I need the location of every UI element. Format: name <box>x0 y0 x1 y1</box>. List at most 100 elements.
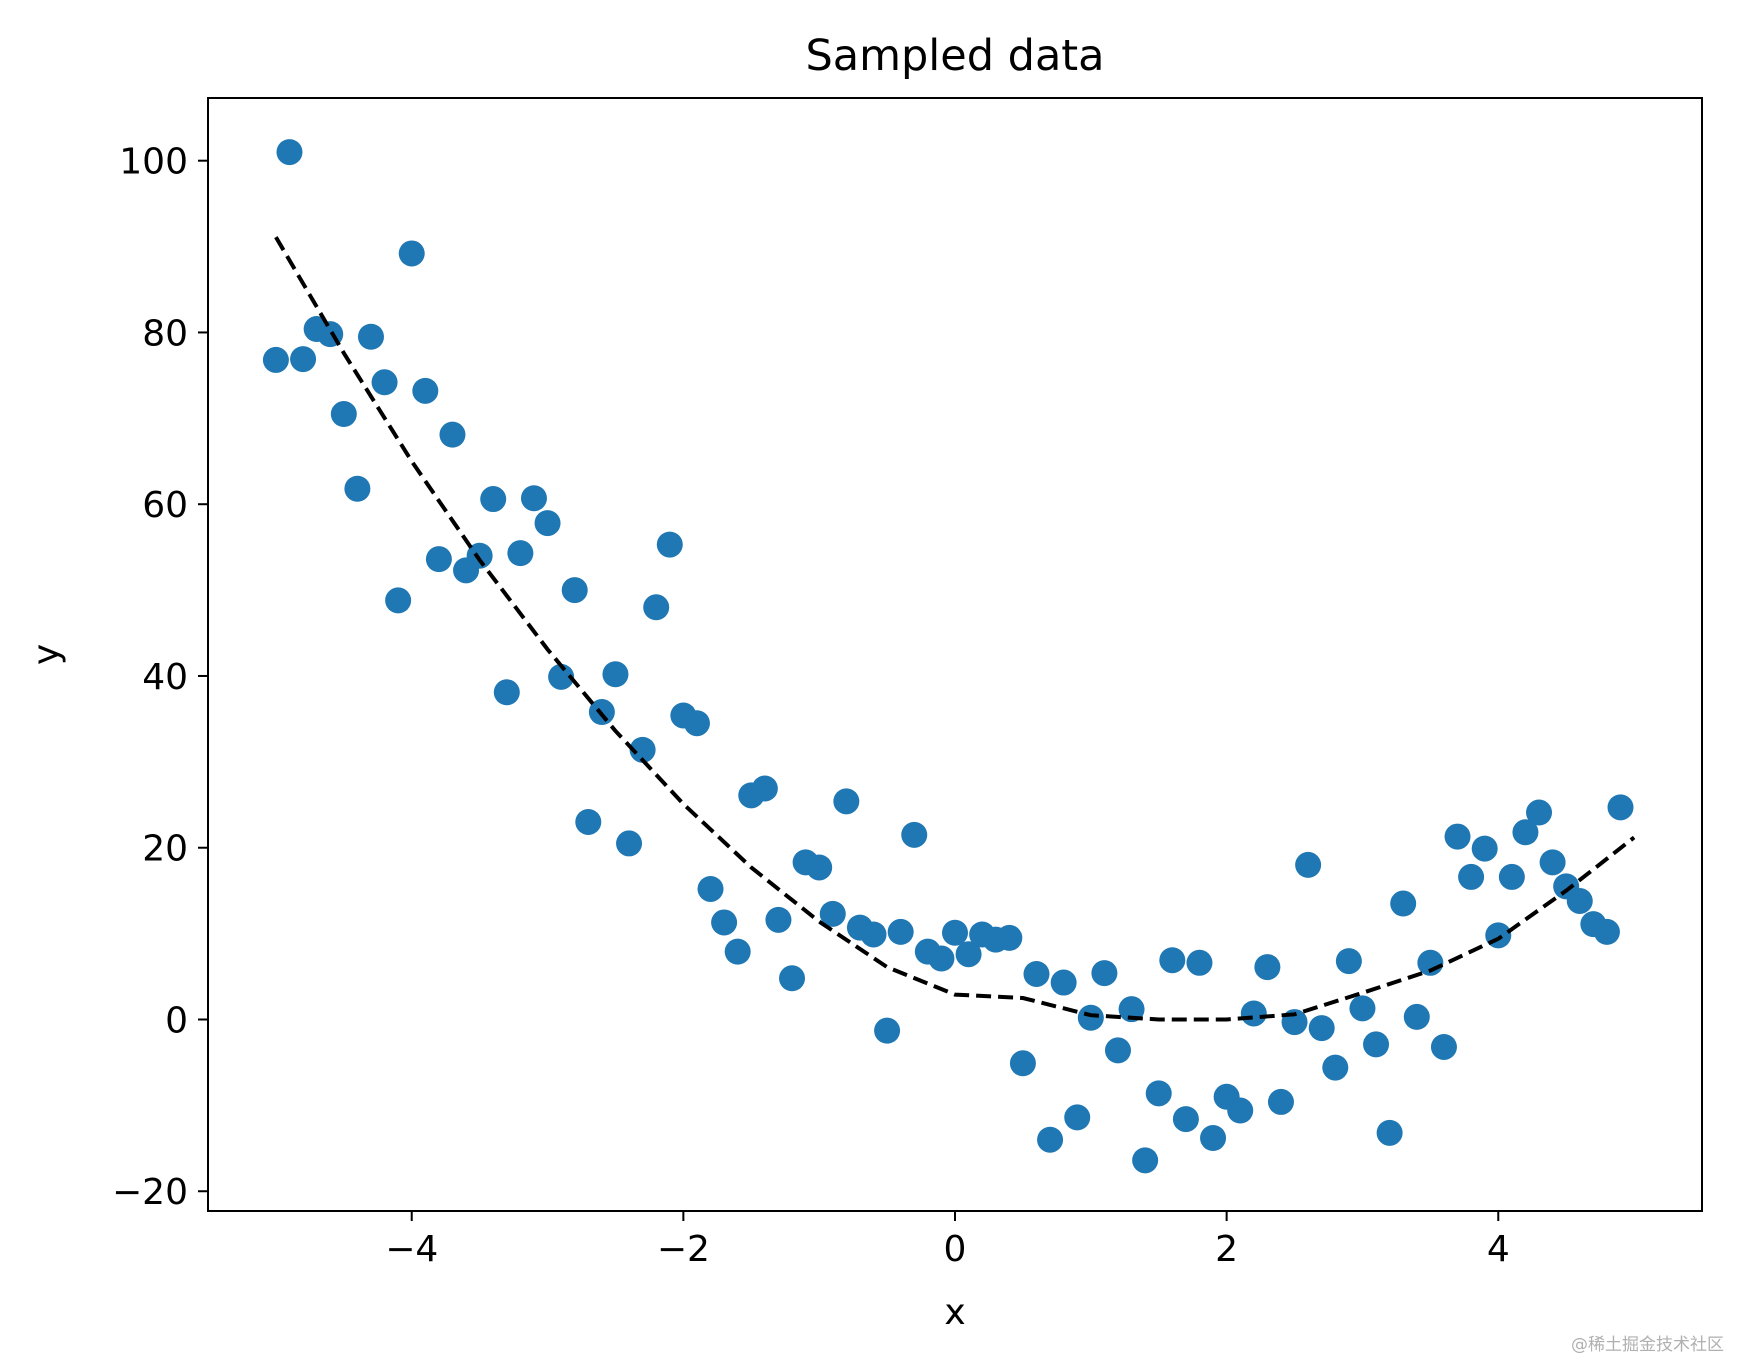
y-axis: −20 0 20 40 60 80 100 <box>112 142 208 1213</box>
data-point <box>1132 1147 1159 1174</box>
data-point <box>1172 1106 1199 1133</box>
y-tick-label: 40 <box>142 657 188 698</box>
y-tick-label: 0 <box>165 1000 188 1041</box>
data-point <box>1390 890 1417 917</box>
data-point <box>1566 887 1593 914</box>
data-point <box>1403 1003 1430 1030</box>
chart-title: Sampled data <box>805 31 1104 81</box>
x-tick-label: 4 <box>1487 1229 1510 1270</box>
data-point <box>1254 954 1281 981</box>
data-point <box>1593 918 1620 945</box>
data-point <box>1376 1119 1403 1146</box>
data-point <box>683 710 710 737</box>
data-point <box>548 663 575 690</box>
data-point <box>575 808 602 835</box>
data-point <box>1091 960 1118 987</box>
data-point <box>1077 1004 1104 1031</box>
data-point <box>507 540 534 567</box>
data-point <box>1498 863 1525 890</box>
data-point <box>1526 799 1553 826</box>
data-point <box>1186 949 1213 976</box>
data-point <box>833 788 860 815</box>
y-tick-label: 60 <box>142 485 188 526</box>
y-axis-title: y <box>26 644 67 665</box>
data-point <box>1308 1015 1335 1042</box>
x-tick-label: 2 <box>1215 1229 1238 1270</box>
data-point <box>1145 1080 1172 1107</box>
data-point <box>819 900 846 927</box>
data-point <box>276 139 303 166</box>
y-tick-label: 100 <box>119 142 188 183</box>
data-point <box>290 346 317 373</box>
data-point <box>1159 947 1186 974</box>
data-point <box>330 401 357 428</box>
data-point <box>1064 1104 1091 1131</box>
x-tick-label: 0 <box>944 1229 967 1270</box>
data-point <box>1227 1097 1254 1124</box>
data-point <box>1037 1126 1064 1153</box>
data-point <box>534 510 561 537</box>
y-tick-label: 20 <box>142 829 188 870</box>
fit-curve-line <box>274 236 1636 1022</box>
data-point <box>751 775 778 802</box>
data-point <box>1430 1033 1457 1060</box>
data-point <box>439 421 466 448</box>
data-point <box>765 906 792 933</box>
data-point <box>262 346 289 373</box>
data-point <box>493 679 520 706</box>
data-point <box>996 924 1023 951</box>
data-point <box>385 587 412 614</box>
data-point <box>412 377 439 404</box>
data-point <box>1118 996 1145 1023</box>
x-axis: −4 −2 0 2 4 <box>385 1211 1510 1270</box>
data-point <box>616 830 643 857</box>
x-axis-title: x <box>944 1292 965 1333</box>
data-point <box>1607 794 1634 821</box>
data-point <box>697 875 724 902</box>
data-point <box>1240 1000 1267 1027</box>
data-point <box>887 918 914 945</box>
data-point <box>779 965 806 992</box>
data-point <box>874 1017 901 1044</box>
data-point <box>480 486 507 513</box>
data-point <box>942 919 968 946</box>
fit-line-group <box>274 236 1636 1022</box>
data-point <box>344 475 371 502</box>
data-point <box>398 240 425 267</box>
data-point <box>1023 960 1050 987</box>
data-point <box>1267 1088 1294 1115</box>
data-point <box>928 945 955 972</box>
data-point <box>1335 948 1362 975</box>
data-point <box>955 941 982 968</box>
data-point <box>1050 969 1077 996</box>
data-point <box>466 542 493 569</box>
plot-marks <box>262 139 1634 1174</box>
data-point <box>1295 851 1322 878</box>
x-tick-label: −2 <box>657 1229 710 1270</box>
data-point <box>629 736 656 763</box>
y-tick-label: 80 <box>142 313 188 354</box>
data-point <box>357 323 384 350</box>
data-point <box>724 938 751 965</box>
data-point <box>711 909 738 936</box>
data-point <box>520 485 547 512</box>
y-tick-label: −20 <box>112 1172 188 1213</box>
data-point <box>860 921 887 948</box>
data-point <box>425 546 452 573</box>
data-point <box>371 369 398 396</box>
data-point <box>1471 835 1498 862</box>
data-point <box>561 577 588 604</box>
data-point <box>1349 995 1376 1022</box>
x-tick-label: −4 <box>385 1229 438 1270</box>
data-point <box>1009 1050 1036 1077</box>
data-point <box>1539 849 1566 876</box>
data-point <box>1512 819 1539 846</box>
data-point <box>1104 1037 1131 1064</box>
data-point <box>643 594 670 621</box>
data-point <box>901 821 928 848</box>
data-point <box>1200 1125 1227 1152</box>
data-point <box>806 854 833 881</box>
data-point <box>602 661 629 688</box>
